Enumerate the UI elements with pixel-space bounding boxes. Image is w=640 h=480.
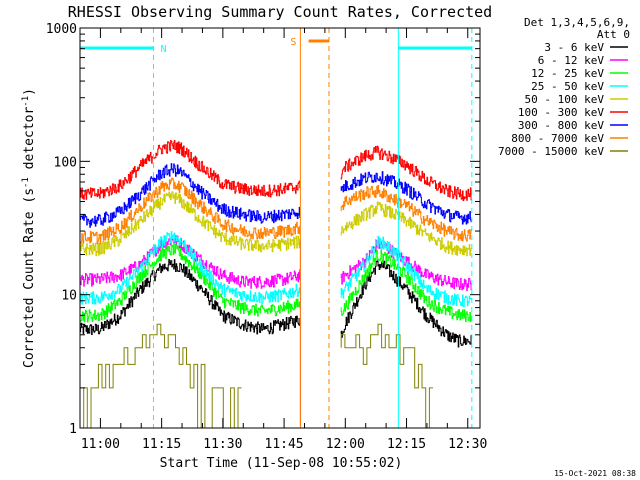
y-axis-label-sup-2: -1 xyxy=(21,96,31,107)
y-axis-label-mid: detector xyxy=(22,107,37,178)
series-trace-2-segment-1 xyxy=(79,235,301,289)
series-trace-3-segment-2 xyxy=(340,249,472,323)
orbit-label-1: N xyxy=(160,44,166,55)
series-trace-9-segment-2 xyxy=(340,323,434,429)
series-trace-7-segment-1 xyxy=(79,163,301,228)
x-tick-label: 12:00 xyxy=(326,437,365,452)
series-trace-6-segment-1 xyxy=(79,140,301,200)
legend-entry-label: 300 - 800 keV xyxy=(518,119,604,132)
series-trace-8-segment-1 xyxy=(79,177,301,245)
x-axis-label: Start Time (11-Sep-08 10:55:02) xyxy=(160,456,403,471)
y-axis-label-main: Corrected Count Rate (s xyxy=(22,188,37,368)
y-tick-label: 10 xyxy=(61,289,77,304)
series-trace-8-segment-2 xyxy=(340,185,472,242)
y-tick-label: 1000 xyxy=(46,22,77,37)
series-trace-2-segment-2 xyxy=(340,238,472,291)
x-tick-label: 11:45 xyxy=(265,437,304,452)
y-axis-label: Corrected Count Rate (s-1 detector-1) xyxy=(21,88,37,368)
x-tick-label: 12:15 xyxy=(387,437,426,452)
y-tick-label: 1 xyxy=(69,422,77,437)
legend-header-2: Att 0 xyxy=(597,28,630,41)
legend-entry-label: 6 - 12 keV xyxy=(538,54,605,67)
series-trace-9-segment-1 xyxy=(80,323,242,429)
series-trace-5-segment-1 xyxy=(79,191,301,257)
series-trace-5-segment-2 xyxy=(340,201,472,257)
legend-header-1: Det 1,3,4,5,6,9, xyxy=(524,16,630,29)
legend-entry-label: 7000 - 15000 keV xyxy=(498,145,604,158)
plot-frame xyxy=(79,27,481,429)
x-tick-label: 11:15 xyxy=(142,437,181,452)
chart-title: RHESSI Observing Summary Count Rates, Co… xyxy=(68,3,492,21)
legend-entry-label: 3 - 6 keV xyxy=(544,41,604,54)
legend-entry-label: 25 - 50 keV xyxy=(531,80,604,93)
x-tick-label: 11:00 xyxy=(81,437,120,452)
y-axis-label-sup-1: -1 xyxy=(21,177,31,188)
legend-entry-label: 100 - 300 keV xyxy=(518,106,604,119)
legend-entry-label: 800 - 7000 keV xyxy=(511,132,604,145)
series-trace-4-segment-2 xyxy=(340,235,472,308)
series-trace-1-segment-2 xyxy=(340,258,472,348)
legend-entry-label: 50 - 100 keV xyxy=(525,93,605,106)
plot-area: NS xyxy=(79,28,473,429)
series-trace-6-segment-2 xyxy=(340,145,472,202)
series-trace-4-segment-1 xyxy=(79,231,301,305)
legend-entry-label: 12 - 25 keV xyxy=(531,67,604,80)
x-tick-label: 11:30 xyxy=(203,437,242,452)
x-tick-label: 12:30 xyxy=(448,437,487,452)
orbit-label-2: S xyxy=(290,37,296,48)
y-tick-label: 100 xyxy=(54,155,77,170)
y-axis-label-end: ) xyxy=(22,88,37,96)
axes: 1 10 100 1000 11:00 11:15 11:30 11:45 12:00 12:15… xyxy=(46,22,488,452)
series-trace-3-segment-1 xyxy=(79,242,301,323)
footer-timestamp: 15-Oct-2021 08:38 xyxy=(554,469,636,478)
series-trace-1-segment-1 xyxy=(79,259,301,335)
series-trace-7-segment-2 xyxy=(340,171,472,225)
